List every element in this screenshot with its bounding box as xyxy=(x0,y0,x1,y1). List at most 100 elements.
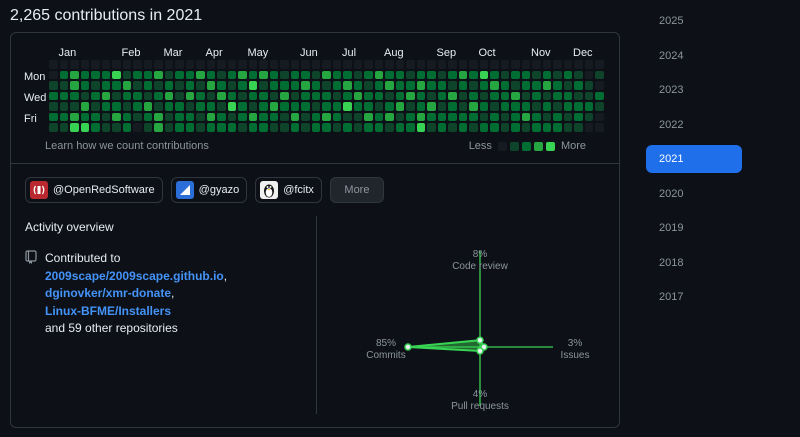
contribution-day[interactable] xyxy=(385,81,394,90)
contribution-day[interactable] xyxy=(175,123,184,132)
contribution-day[interactable] xyxy=(227,123,237,132)
contribution-day[interactable] xyxy=(448,91,457,101)
contribution-day[interactable] xyxy=(185,112,195,122)
contribution-day[interactable] xyxy=(437,91,447,101)
contribution-day[interactable] xyxy=(584,91,594,101)
contribution-day[interactable] xyxy=(101,70,111,80)
contribution-day[interactable] xyxy=(70,91,79,101)
contribution-day[interactable] xyxy=(479,70,489,80)
contribution-day[interactable] xyxy=(542,112,552,122)
repo-link-2009scape[interactable]: 2009scape/2009scape.github.io xyxy=(45,268,224,283)
contribution-day[interactable] xyxy=(395,91,405,101)
contribution-day[interactable] xyxy=(301,123,310,132)
contribution-day[interactable] xyxy=(374,91,384,101)
contribution-day[interactable] xyxy=(49,112,58,122)
contribution-day[interactable] xyxy=(49,91,58,101)
contribution-day[interactable] xyxy=(416,70,426,80)
contribution-day[interactable] xyxy=(301,81,310,90)
contribution-day[interactable] xyxy=(437,123,447,132)
contribution-day[interactable] xyxy=(364,70,373,80)
contribution-day[interactable] xyxy=(458,70,468,80)
contribution-day[interactable] xyxy=(406,81,415,90)
contribution-day[interactable] xyxy=(49,81,58,90)
contribution-day[interactable] xyxy=(217,70,226,80)
contribution-day[interactable] xyxy=(290,91,300,101)
contribution-day[interactable] xyxy=(227,60,237,69)
contribution-day[interactable] xyxy=(374,81,384,90)
contribution-day[interactable] xyxy=(290,60,300,69)
contribution-day[interactable] xyxy=(532,102,541,111)
contribution-day[interactable] xyxy=(59,112,69,122)
contribution-day[interactable] xyxy=(301,102,310,111)
contribution-day[interactable] xyxy=(353,81,363,90)
contribution-day[interactable] xyxy=(395,60,405,69)
contribution-day[interactable] xyxy=(322,60,331,69)
contribution-day[interactable] xyxy=(154,102,163,111)
contribution-day[interactable] xyxy=(217,91,226,101)
contribution-day[interactable] xyxy=(521,81,531,90)
contribution-day[interactable] xyxy=(259,81,268,90)
contribution-day[interactable] xyxy=(133,123,142,132)
contribution-day[interactable] xyxy=(574,70,583,80)
contribution-day[interactable] xyxy=(290,70,300,80)
contribution-day[interactable] xyxy=(490,102,499,111)
year-2021[interactable]: 2021 xyxy=(646,145,742,173)
contribution-day[interactable] xyxy=(542,70,552,80)
contribution-day[interactable] xyxy=(70,112,79,122)
contribution-day[interactable] xyxy=(122,123,132,132)
year-2018[interactable]: 2018 xyxy=(659,256,684,269)
contribution-day[interactable] xyxy=(542,81,552,90)
contribution-day[interactable] xyxy=(290,112,300,122)
contribution-day[interactable] xyxy=(91,102,100,111)
contribution-day[interactable] xyxy=(563,81,573,90)
contribution-day[interactable] xyxy=(458,123,468,132)
contribution-day[interactable] xyxy=(259,70,268,80)
repo-link-installers[interactable]: Linux-BFME/Installers xyxy=(45,303,172,318)
contribution-day[interactable] xyxy=(91,60,100,69)
contribution-day[interactable] xyxy=(458,81,468,90)
year-2022[interactable]: 2022 xyxy=(659,118,684,131)
contribution-day[interactable] xyxy=(353,123,363,132)
contribution-day[interactable] xyxy=(122,70,132,80)
contribution-day[interactable] xyxy=(469,112,478,122)
contribution-day[interactable] xyxy=(574,91,583,101)
contribution-day[interactable] xyxy=(500,123,510,132)
contribution-day[interactable] xyxy=(311,112,321,122)
contribution-day[interactable] xyxy=(269,102,279,111)
contribution-day[interactable] xyxy=(364,81,373,90)
contribution-day[interactable] xyxy=(490,112,499,122)
contribution-day[interactable] xyxy=(143,60,153,69)
org-button-openredsoftware[interactable]: @OpenRedSoftware xyxy=(25,177,163,203)
contribution-day[interactable] xyxy=(280,123,289,132)
contribution-day[interactable] xyxy=(374,112,384,122)
contribution-day[interactable] xyxy=(196,70,205,80)
contribution-day[interactable] xyxy=(227,81,237,90)
contribution-day[interactable] xyxy=(91,91,100,101)
contribution-day[interactable] xyxy=(385,60,394,69)
contribution-day[interactable] xyxy=(532,70,541,80)
learn-contributions-link[interactable]: Learn how we count contributions xyxy=(45,140,209,152)
contribution-day[interactable] xyxy=(448,102,457,111)
contribution-day[interactable] xyxy=(143,112,153,122)
contribution-day[interactable] xyxy=(563,102,573,111)
contribution-day[interactable] xyxy=(59,60,69,69)
contribution-day[interactable] xyxy=(143,91,153,101)
contribution-day[interactable] xyxy=(364,102,373,111)
contribution-day[interactable] xyxy=(353,112,363,122)
contribution-day[interactable] xyxy=(259,123,268,132)
contribution-day[interactable] xyxy=(164,91,174,101)
contribution-day[interactable] xyxy=(91,123,100,132)
contribution-day[interactable] xyxy=(311,123,321,132)
contribution-day[interactable] xyxy=(521,112,531,122)
contribution-day[interactable] xyxy=(322,112,331,122)
contribution-day[interactable] xyxy=(343,102,352,111)
contribution-day[interactable] xyxy=(259,102,268,111)
contribution-day[interactable] xyxy=(479,91,489,101)
contribution-day[interactable] xyxy=(374,123,384,132)
contribution-day[interactable] xyxy=(574,102,583,111)
contribution-day[interactable] xyxy=(248,112,258,122)
contribution-day[interactable] xyxy=(332,123,342,132)
contribution-day[interactable] xyxy=(437,70,447,80)
contribution-day[interactable] xyxy=(311,102,321,111)
contribution-day[interactable] xyxy=(385,123,394,132)
